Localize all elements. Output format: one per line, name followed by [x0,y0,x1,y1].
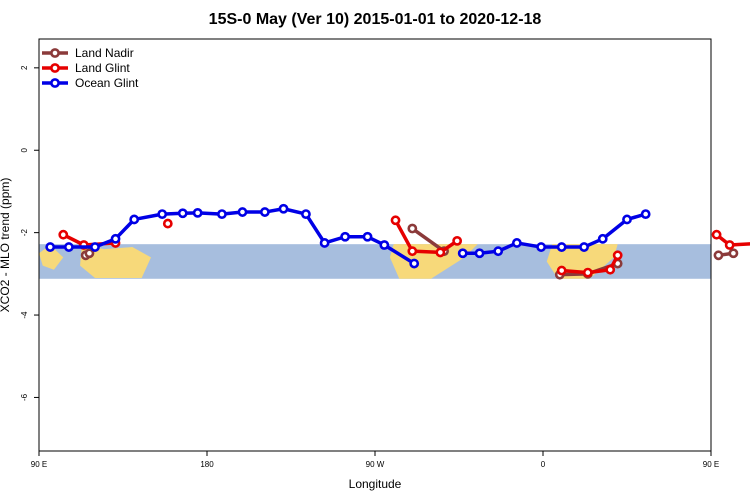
data-point [259,207,270,217]
data-point [379,240,390,250]
data-point [362,231,373,242]
data-point [110,233,121,244]
data-point [724,240,735,250]
data-point [301,209,311,219]
data-point [474,248,485,259]
data-point [556,265,567,276]
data-point [390,215,401,226]
x-tick-label: 0 [541,460,546,469]
legend-label: Land Glint [75,61,130,75]
data-point [493,246,504,257]
legend-label: Land Nadir [75,46,134,60]
data-point [177,208,188,219]
y-axis-label: XCO2 - MLO trend (ppm) [0,178,12,313]
y-tick-label: -4 [20,311,29,319]
data-point [192,207,203,218]
data-point [713,250,724,261]
data-point [278,203,289,214]
series-line [462,212,647,255]
data-point [597,233,608,244]
x-tick-label: 180 [200,460,214,469]
series-line [411,227,446,253]
data-point [63,242,74,252]
data-point [217,209,227,219]
chart-title: 15S-0 May (Ver 10) 2015-01-01 to 2020-12… [209,11,542,28]
legend-marker [50,78,60,88]
data-point [409,258,420,269]
data-point [129,214,140,225]
data-point [457,248,468,259]
series-ocean-glint [45,203,651,269]
data-point [605,264,616,275]
x-tick-label: 90 W [366,460,385,469]
y-tick-label: 2 [20,65,29,70]
data-point [711,229,722,240]
data-point [536,242,547,252]
series-line [561,254,620,275]
legend-label: Ocean Glint [75,76,139,90]
data-point [407,223,418,234]
x-tick-label: 90 E [703,460,719,469]
data-point [582,267,593,278]
data-point [728,248,739,259]
data-point [640,209,651,219]
x-axis-label: Longitude [349,477,402,491]
data-point [622,214,632,225]
legend-marker [50,48,60,58]
data-point [162,218,173,229]
y-tick-label: -2 [20,229,29,237]
y-tick-label: 0 [20,147,29,152]
data-point [579,242,589,252]
data-point [435,247,446,258]
data-point [58,229,69,240]
land-sumatra [39,245,64,270]
series-line [393,219,459,255]
series-land-glint [58,215,750,278]
legend-marker [50,63,60,73]
data-point [84,248,95,259]
x-tick-label: 90 E [31,460,47,469]
data-point [556,242,567,252]
data-point [237,207,248,217]
land-australia [80,245,151,278]
data-point [319,238,330,248]
data-point [452,235,463,246]
data-point [340,231,351,242]
data-point [511,238,522,248]
data-point [90,242,100,252]
data-point [407,246,418,257]
data-point [45,242,56,252]
data-point [157,209,168,219]
data-point [612,250,623,261]
y-tick-label: -6 [20,393,29,401]
